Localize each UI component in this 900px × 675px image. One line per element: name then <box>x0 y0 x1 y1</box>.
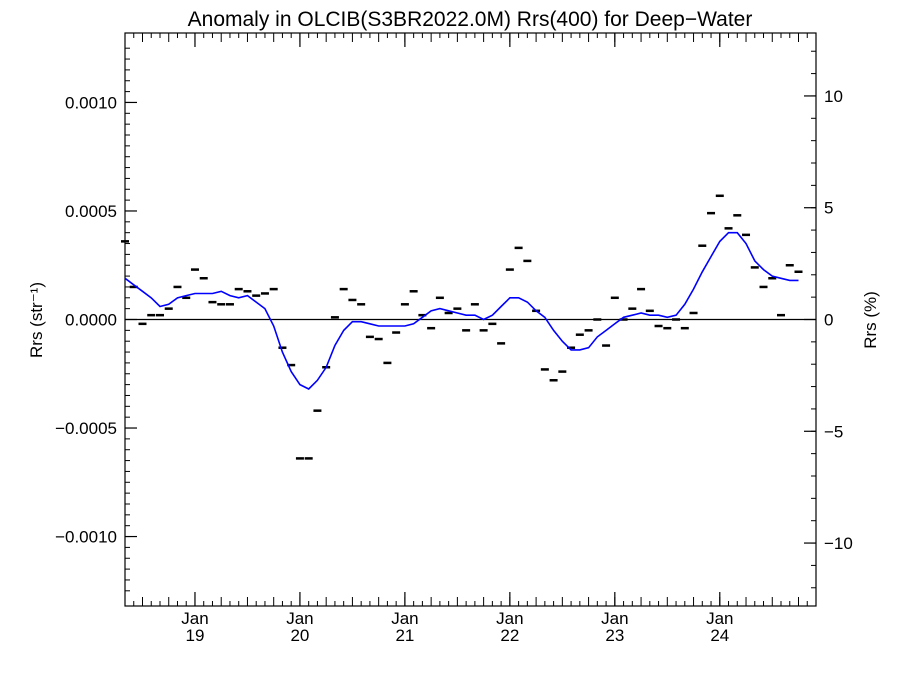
y-axis-right-label: Rrs (%) <box>861 291 880 349</box>
y-right-tick-label: 5 <box>824 199 833 218</box>
x-tick-month-label: Jan <box>391 609 418 628</box>
y-left-tick-label: 0.0005 <box>65 202 117 221</box>
x-tick-year-label: 23 <box>605 626 624 645</box>
y-right-tick-label: −5 <box>824 422 843 441</box>
x-tick-year-label: 20 <box>290 626 309 645</box>
y-axis-left: 0.0010 0.0005 0.0000 −0.0005 −0.0010 <box>55 93 137 547</box>
y-left-tick-label: −0.0010 <box>55 528 117 547</box>
y-axis-left-label: Rrs (str⁻¹) <box>27 282 46 358</box>
x-tick-year-label: 19 <box>186 626 205 645</box>
x-tick-month-label: Jan <box>181 609 208 628</box>
minor-ticks <box>125 33 816 606</box>
x-tick-month-label: Jan <box>286 609 313 628</box>
anomaly-markers <box>121 194 803 460</box>
y-left-tick-label: 0.0010 <box>65 93 117 112</box>
x-tick-month-label: Jan <box>706 609 733 628</box>
y-right-tick-label: −10 <box>824 534 853 553</box>
y-left-tick-label: 0.0000 <box>65 311 117 330</box>
y-right-tick-label: 10 <box>824 87 843 106</box>
x-tick-year-label: 22 <box>500 626 519 645</box>
chart-title: Anomaly in OLCIB(S3BR2022.0M) Rrs(400) f… <box>188 8 753 31</box>
smoothed-anomaly-line <box>124 231 799 390</box>
y-left-tick-label: −0.0005 <box>55 419 117 438</box>
x-tick-year-label: 21 <box>395 626 414 645</box>
y-right-tick-label: 0 <box>824 311 833 330</box>
x-tick-year-label: 24 <box>710 626 729 645</box>
x-tick-month-label: Jan <box>496 609 523 628</box>
x-tick-month-label: Jan <box>601 609 628 628</box>
